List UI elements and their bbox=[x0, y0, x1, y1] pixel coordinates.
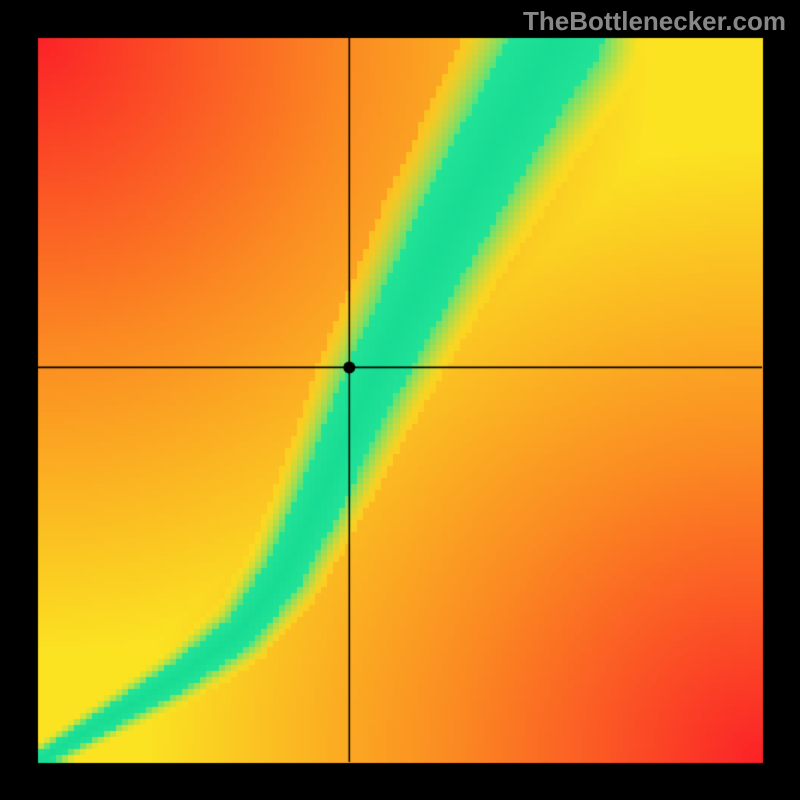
chart-container: TheBottlenecker.com bbox=[0, 0, 800, 800]
heatmap-canvas bbox=[0, 0, 800, 800]
watermark-text: TheBottlenecker.com bbox=[523, 6, 786, 37]
